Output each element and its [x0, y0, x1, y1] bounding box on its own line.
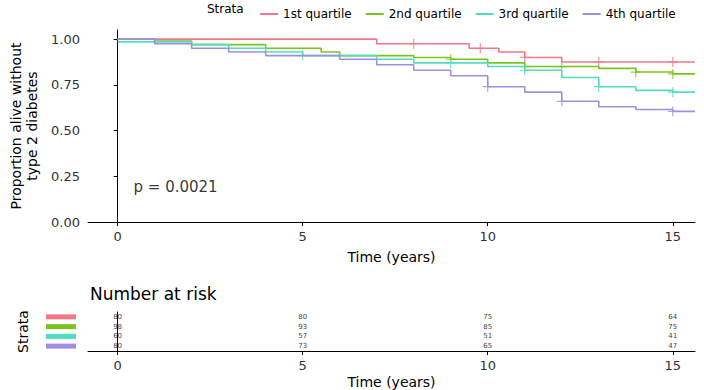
svg-text:15: 15	[665, 358, 682, 373]
svg-text:0.00: 0.00	[51, 215, 80, 230]
svg-text:80: 80	[113, 313, 122, 321]
svg-text:98: 98	[113, 323, 122, 331]
svg-text:60: 60	[113, 332, 122, 340]
svg-text:73: 73	[298, 342, 307, 350]
svg-text:type 2 diabetes: type 2 diabetes	[24, 71, 40, 180]
svg-text:47: 47	[668, 342, 677, 350]
svg-text:Time (years): Time (years)	[346, 249, 435, 265]
svg-text:Time (years): Time (years)	[346, 374, 435, 390]
svg-text:5: 5	[299, 229, 307, 244]
svg-text:75: 75	[668, 323, 677, 331]
svg-text:80: 80	[298, 313, 307, 321]
svg-text:41: 41	[668, 332, 677, 340]
svg-text:64: 64	[668, 313, 677, 321]
svg-text:57: 57	[298, 332, 307, 340]
svg-text:Strata: Strata	[207, 2, 244, 16]
svg-text:p = 0.0021: p = 0.0021	[134, 178, 218, 196]
svg-text:85: 85	[483, 323, 492, 331]
svg-text:93: 93	[298, 323, 307, 331]
svg-text:65: 65	[483, 342, 492, 350]
svg-text:75: 75	[483, 313, 492, 321]
svg-text:0.50: 0.50	[51, 123, 80, 138]
svg-text:51: 51	[483, 332, 492, 340]
svg-text:0: 0	[113, 358, 121, 373]
svg-text:Strata: Strata	[15, 310, 31, 353]
svg-text:15: 15	[665, 229, 682, 244]
svg-text:Number at risk: Number at risk	[90, 284, 217, 304]
svg-text:5: 5	[299, 358, 307, 373]
svg-text:80: 80	[113, 342, 122, 350]
svg-text:10: 10	[479, 229, 496, 244]
svg-text:4th quartile: 4th quartile	[606, 7, 676, 21]
svg-text:1st quartile: 1st quartile	[283, 7, 352, 21]
svg-text:Proportion alive without: Proportion alive without	[8, 42, 24, 210]
svg-text:2nd quartile: 2nd quartile	[389, 7, 462, 21]
svg-text:1.00: 1.00	[51, 32, 80, 47]
svg-text:3rd quartile: 3rd quartile	[499, 7, 569, 21]
svg-text:0.25: 0.25	[51, 169, 80, 184]
svg-text:0: 0	[113, 229, 121, 244]
svg-text:10: 10	[479, 358, 496, 373]
svg-text:0.75: 0.75	[51, 77, 80, 92]
